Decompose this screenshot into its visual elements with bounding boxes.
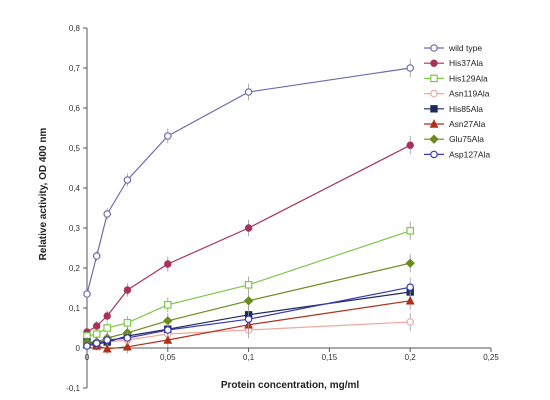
y-tick-label: 0 bbox=[76, 344, 81, 353]
x-tick-label: 0,25 bbox=[483, 353, 499, 362]
x-tick-label: 0 bbox=[85, 353, 90, 362]
data-point bbox=[92, 252, 101, 260]
data-point bbox=[123, 176, 132, 184]
legend-marker bbox=[430, 59, 438, 67]
data-point bbox=[123, 334, 132, 342]
y-tick-label: -0,1 bbox=[66, 384, 80, 393]
series-wild-type bbox=[83, 58, 415, 298]
data-point bbox=[406, 318, 415, 326]
legend-marker bbox=[429, 119, 439, 128]
series-his129ala bbox=[83, 221, 415, 340]
data-point bbox=[83, 342, 91, 350]
data-point bbox=[103, 312, 111, 320]
legend-item: His37Ala bbox=[424, 58, 483, 68]
legend-marker bbox=[430, 89, 438, 98]
legend-marker bbox=[429, 134, 439, 144]
data-point bbox=[103, 336, 112, 344]
data-point bbox=[92, 339, 101, 348]
y-tick-label: 0,5 bbox=[69, 144, 81, 153]
data-point bbox=[244, 315, 253, 324]
data-point bbox=[164, 260, 172, 268]
legend-label: Glu75Ala bbox=[449, 134, 484, 144]
data-point bbox=[244, 88, 253, 96]
y-tick-label: 0,1 bbox=[69, 304, 81, 313]
data-point bbox=[405, 295, 415, 305]
axes: -0,1 0 0,1 0,2 0,3 0,4 0,5 0,6 0,7 0,8 0 0,05 0,1 0,1… bbox=[66, 24, 499, 393]
legend-label: Asp127Ala bbox=[449, 149, 490, 159]
data-point bbox=[123, 319, 132, 327]
legend-marker bbox=[430, 150, 438, 159]
data-point bbox=[92, 330, 101, 338]
legend-label: His85Ala bbox=[449, 104, 483, 114]
legend-label: Asn119Ala bbox=[449, 89, 490, 99]
data-point bbox=[406, 227, 415, 235]
data-point bbox=[103, 324, 112, 332]
legend-label: His129Ala bbox=[449, 73, 488, 83]
legend-marker bbox=[430, 105, 438, 113]
legend-item: wild type bbox=[424, 43, 482, 53]
y-tick-label: 0,3 bbox=[69, 224, 81, 233]
data-point bbox=[83, 290, 91, 298]
data-point bbox=[406, 64, 415, 72]
y-axis-label: Relative activity, OD 400 nm bbox=[38, 128, 49, 261]
data-point bbox=[122, 341, 132, 351]
legend-item: His85Ala bbox=[424, 104, 483, 114]
legend-item: Asp127Ala bbox=[424, 149, 490, 159]
legend-marker bbox=[430, 44, 438, 52]
data-point bbox=[243, 296, 254, 306]
data-point bbox=[405, 258, 415, 268]
data-point bbox=[406, 141, 414, 149]
legend-item: Asn119Ala bbox=[424, 89, 490, 99]
data-point bbox=[163, 335, 173, 344]
data-point bbox=[102, 343, 112, 353]
x-tick-label: 0,05 bbox=[160, 353, 176, 362]
y-tick-label: 0,4 bbox=[69, 184, 81, 193]
data-point bbox=[244, 224, 253, 232]
legend-item: His129Ala bbox=[424, 73, 488, 83]
series-asp127ala bbox=[83, 278, 415, 350]
legend-item: Asn27Ala bbox=[424, 119, 486, 129]
x-axis-label: Protein concentration, mg/ml bbox=[221, 380, 360, 391]
x-tick-label: 0,2 bbox=[405, 353, 417, 362]
legend: wild type His37Ala His129Ala Asn119Ala His85… bbox=[424, 43, 490, 159]
y-tick-label: 0,2 bbox=[69, 264, 81, 273]
x-tick-label: 0,15 bbox=[322, 353, 338, 362]
data-point bbox=[164, 132, 172, 140]
x-tick-label: 0,1 bbox=[243, 353, 255, 362]
data-point bbox=[164, 326, 172, 334]
series-his37ala bbox=[83, 136, 414, 336]
legend-item: Glu75Ala bbox=[424, 134, 484, 144]
data-point bbox=[406, 283, 415, 292]
data-point bbox=[92, 322, 101, 330]
legend-label: wild type bbox=[448, 43, 482, 53]
series-layer bbox=[82, 58, 415, 355]
data-point bbox=[164, 301, 172, 309]
data-point bbox=[123, 286, 132, 294]
data-point bbox=[244, 281, 253, 289]
legend-label: Asn27Ala bbox=[449, 119, 486, 129]
y-tick-label: 0,6 bbox=[69, 104, 81, 113]
y-tick-label: 0,7 bbox=[69, 64, 81, 73]
y-tick-label: 0,8 bbox=[69, 24, 81, 33]
legend-label: His37Ala bbox=[449, 58, 483, 68]
legend-marker bbox=[430, 74, 438, 83]
data-point bbox=[103, 210, 112, 218]
